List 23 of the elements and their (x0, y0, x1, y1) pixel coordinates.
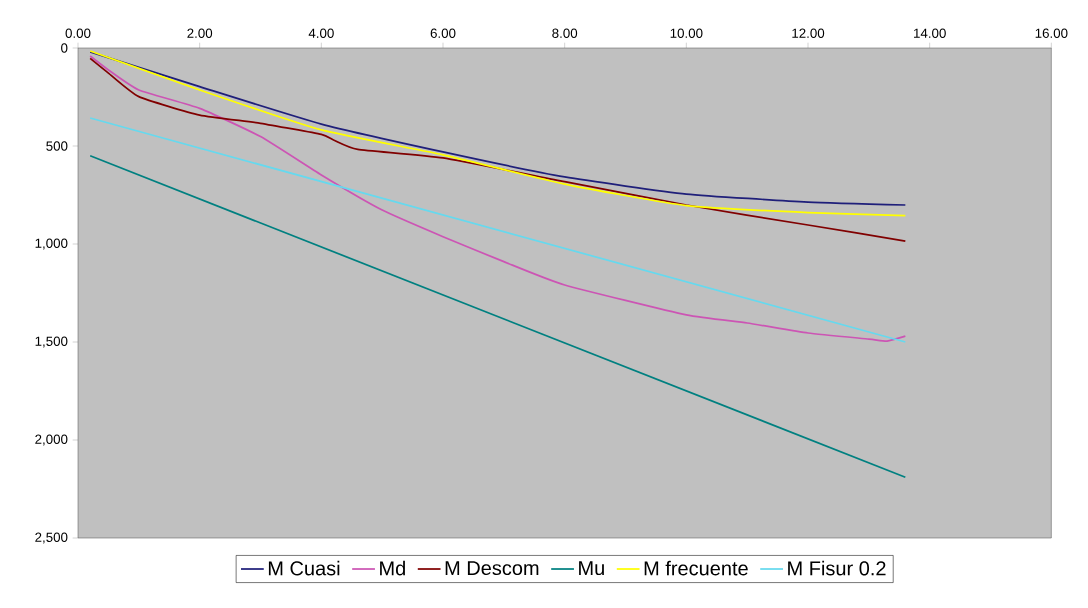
y-tick-label: 1,500 (35, 336, 68, 348)
legend-label: M frecuente (644, 560, 748, 576)
legend-label: M Cuasi (268, 560, 340, 576)
legend-label: M Descom (445, 561, 539, 576)
legend-label: Md (380, 560, 405, 576)
y-tick-label: 1,000 (35, 238, 68, 250)
x-tick-label: 10.00 (670, 28, 703, 38)
x-tick-label: 14.00 (914, 28, 946, 38)
y-tick-label: 2,500 (35, 532, 68, 544)
x-tick-label: 8.00 (552, 28, 578, 38)
x-tick-label: 6.00 (430, 28, 456, 38)
line-series (89, 55, 907, 342)
x-tick-label: 2.00 (187, 28, 213, 38)
x-tick-label: 0.00 (65, 28, 91, 38)
y-tick-label: 500 (46, 141, 68, 151)
legend-label: Mu (579, 561, 604, 576)
legend-label: M Fisur 0.2 (788, 560, 886, 576)
y-tick-label: 2,000 (35, 434, 68, 446)
x-tick-label: 12.00 (792, 28, 825, 38)
x-tick-label: 16.00 (1035, 28, 1068, 38)
x-tick-label: 4.00 (308, 28, 334, 38)
y-tick-label: 0 (61, 43, 68, 53)
line-series (89, 57, 907, 242)
